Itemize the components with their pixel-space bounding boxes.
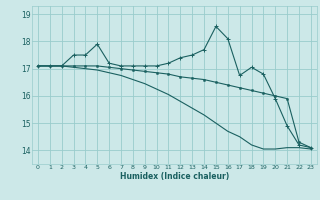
X-axis label: Humidex (Indice chaleur): Humidex (Indice chaleur) [120,172,229,181]
